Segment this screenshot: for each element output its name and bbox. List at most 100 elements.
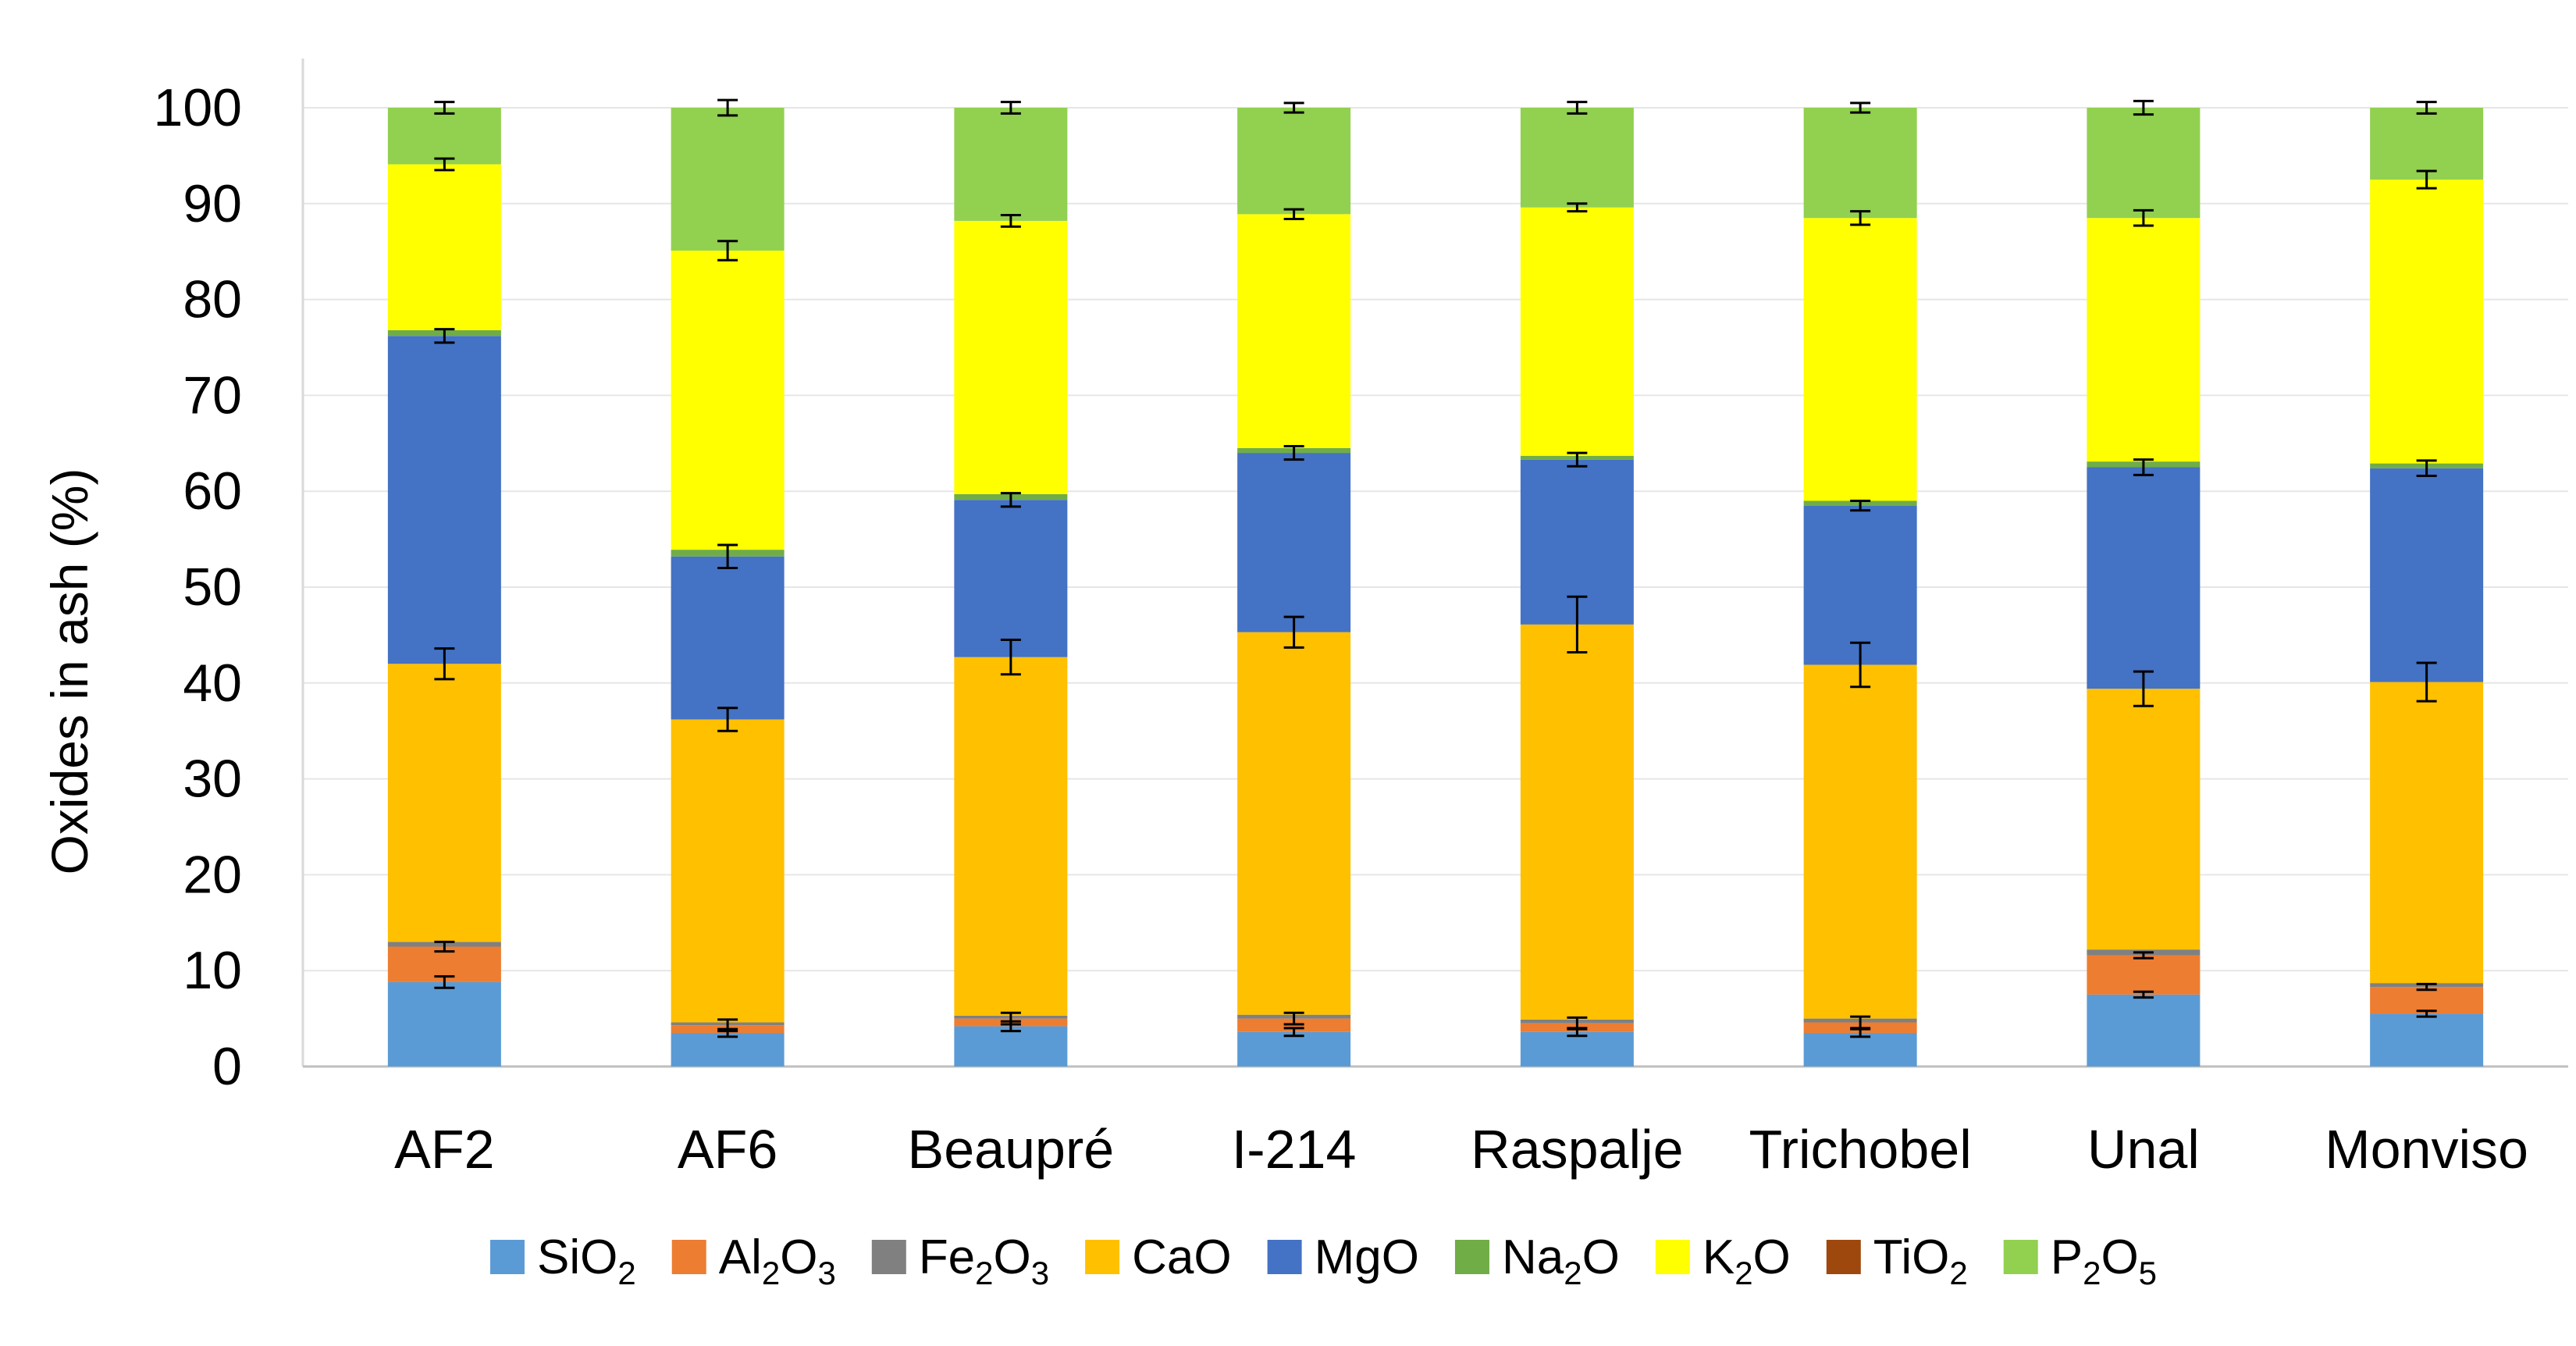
bar-segment-sio2-raspalje <box>1520 1031 1634 1066</box>
error-bar-cao <box>1283 615 1304 649</box>
error-bar-p2o5 <box>1283 101 1304 114</box>
bar-segment-k2o-af6 <box>671 250 785 550</box>
bar-segment-cao-beaupr- <box>954 657 1068 1016</box>
legend-label: Fe2O3 <box>919 1230 1049 1291</box>
error-bar-p2o5 <box>434 101 455 115</box>
legend-swatch <box>1085 1240 1120 1274</box>
error-bar-k2o <box>2416 169 2437 190</box>
error-bar-p2o5 <box>1000 101 1021 115</box>
bar-segment-mgo-i-214 <box>1237 453 1351 632</box>
error-bar-k2o <box>1000 214 1021 228</box>
error-bar-cao <box>2133 670 2154 707</box>
error-bar-sio2 <box>434 975 455 989</box>
y-tick-label: 100 <box>154 78 242 137</box>
error-bar-al2o3 <box>717 1018 738 1033</box>
bar-segment-cao-af6 <box>671 719 785 1023</box>
y-tick-label: 10 <box>183 941 242 1000</box>
bar-segment-cao-af2 <box>387 664 501 942</box>
error-bar-cao <box>1000 639 1021 676</box>
legend-swatch <box>1454 1240 1489 1274</box>
bar-segment-cao-trichobel <box>1803 664 1917 1019</box>
bar-stacks <box>387 108 2484 1066</box>
error-bar-sio2 <box>2133 990 2154 999</box>
error-bar-mgo <box>2416 459 2437 478</box>
legend-label: P2O5 <box>2051 1230 2157 1291</box>
bar-segment-cao-monviso <box>2370 682 2484 984</box>
error-bar-p2o5 <box>1850 101 1871 114</box>
error-bar-mgo <box>1000 492 1021 508</box>
legend-swatch <box>490 1240 525 1274</box>
bar-segment-p2o5-i-214 <box>1237 108 1351 215</box>
legend-item-na2o: Na2O <box>1454 1230 1620 1291</box>
error-bar-k2o <box>1850 210 1871 226</box>
y-tick-label: 70 <box>183 365 242 425</box>
error-bar-al2o3 <box>1283 1011 1304 1026</box>
bar-segment-sio2-unal <box>2087 994 2201 1066</box>
error-bar-p2o5 <box>2416 101 2437 115</box>
legend: SiO2 Al2O3 Fe2O3 CaO MgO Na2O K2O TiO2 P2O5 <box>490 1230 2157 1291</box>
legend-label: TiO2 <box>1873 1230 1968 1291</box>
legend-label: Na2O <box>1502 1230 1620 1291</box>
error-bar-al2o3 <box>434 940 455 953</box>
bar-segment-k2o-i-214 <box>1237 214 1351 448</box>
bar-segment-mgo-monviso <box>2370 468 2484 682</box>
error-bar-al2o3 <box>1567 1016 1588 1031</box>
bar-segment-cao-i-214 <box>1237 632 1351 1015</box>
legend-label: K2O <box>1703 1230 1791 1291</box>
x-category-label: Trichobel <box>1749 1119 1971 1180</box>
bar-segment-sio2-i-214 <box>1237 1031 1351 1066</box>
bar-segment-k2o-beaupr- <box>954 220 1068 494</box>
gridlines <box>303 107 2568 972</box>
y-tick-label: 80 <box>183 270 242 329</box>
y-tick-label: 40 <box>183 653 242 713</box>
x-category-label: I-214 <box>1232 1119 1357 1180</box>
error-bar-al2o3 <box>2133 951 2154 960</box>
legend-swatch <box>671 1240 706 1274</box>
x-category-label: AF6 <box>678 1119 777 1180</box>
error-bar-k2o <box>434 157 455 172</box>
bar-segment-mgo-af2 <box>387 336 501 664</box>
bar-segment-k2o-trichobel <box>1803 218 1917 501</box>
legend-item-k2o: K2O <box>1655 1230 1791 1291</box>
bar-segment-mgo-af6 <box>671 556 785 720</box>
bar-segment-k2o-raspalje <box>1520 207 1634 456</box>
legend-label: CaO <box>1132 1230 1231 1284</box>
legend-label: SiO2 <box>537 1230 636 1291</box>
x-category-labels: AF2 AF6 Beaupré I-214 Raspalje Trichobel Unal M… <box>394 1119 2528 1180</box>
error-bar-mgo <box>1567 451 1588 468</box>
bar-segment-cao-unal <box>2087 689 2201 950</box>
bar-segment-p2o5-af2 <box>387 108 501 165</box>
error-bar-p2o5 <box>2133 99 2154 116</box>
error-bar-cao <box>434 647 455 681</box>
bar-segment-p2o5-trichobel <box>1803 108 1917 219</box>
error-bar-k2o <box>717 240 738 262</box>
bar-segment-k2o-monviso <box>2370 180 2484 464</box>
legend-swatch <box>871 1240 906 1274</box>
bar-segment-mgo-unal <box>2087 467 2201 689</box>
y-tick-label: 20 <box>183 845 242 904</box>
bar-segment-al2o3-monviso <box>2370 987 2484 1014</box>
bar-segment-sio2-beaupr- <box>954 1026 1068 1066</box>
error-bar-al2o3 <box>1850 1015 1871 1030</box>
legend-swatch <box>1826 1240 1861 1274</box>
error-bar-sio2 <box>1283 1027 1304 1038</box>
legend-item-fe2o3: Fe2O3 <box>871 1230 1049 1291</box>
bar-segment-p2o5-beaupr- <box>954 108 1068 221</box>
error-bar-p2o5 <box>1567 101 1588 115</box>
error-bar-p2o5 <box>717 98 738 117</box>
bar-segment-p2o5-af6 <box>671 108 785 251</box>
bar-segment-p2o5-monviso <box>2370 108 2484 180</box>
legend-swatch <box>1655 1240 1690 1274</box>
y-tick-label: 60 <box>183 461 242 521</box>
error-bar-cao <box>717 707 738 732</box>
bar-segment-sio2-monviso <box>2370 1013 2484 1066</box>
bar-segment-mgo-trichobel <box>1803 505 1917 665</box>
error-bar-k2o <box>1567 202 1588 213</box>
legend-item-mgo: MgO <box>1267 1230 1419 1284</box>
legend-label: Al2O3 <box>719 1230 836 1291</box>
error-bar-sio2 <box>2416 1009 2437 1018</box>
error-bar-mgo <box>717 543 738 569</box>
error-bar-k2o <box>2133 208 2154 227</box>
x-category-label: Unal <box>2087 1119 2200 1180</box>
y-tick-labels: 0 10 20 30 40 50 60 70 80 90 100 <box>154 78 242 1096</box>
